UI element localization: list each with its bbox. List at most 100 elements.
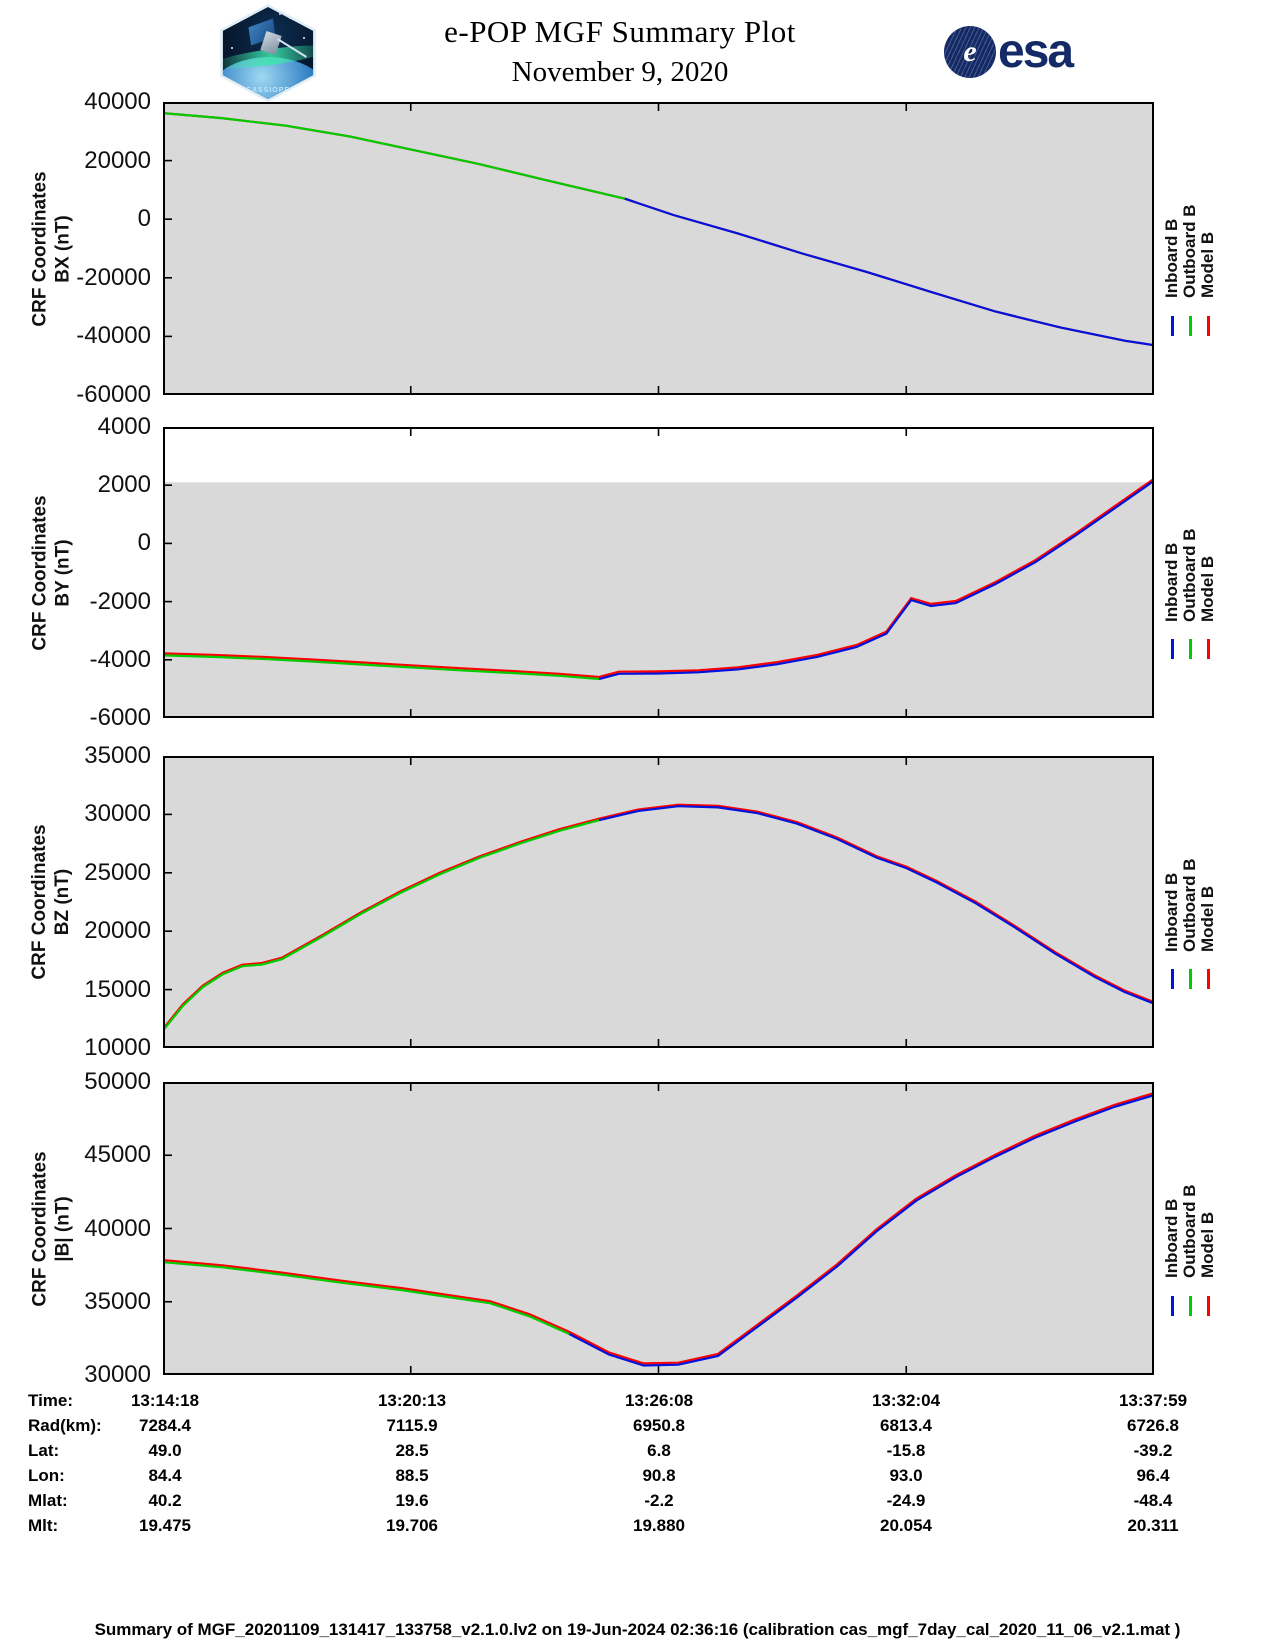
- table-row-label-lon: Lon:: [28, 1465, 65, 1485]
- table-cell-r3-c4: 96.4: [1136, 1465, 1170, 1485]
- legend-swatch-by-2: [1206, 639, 1210, 660]
- table-cell-r4-c0: 40.2: [148, 1490, 182, 1510]
- table-cell-r4-c1: 19.6: [395, 1490, 429, 1510]
- ytick-bz-20000: 20000: [84, 917, 151, 945]
- table-cell-r1-c1: 7115.9: [386, 1415, 438, 1435]
- ytick-bmag-40000: 40000: [84, 1214, 151, 1242]
- legend-label-bmag-2: Model B: [1198, 1211, 1217, 1278]
- table-cell-r0-c0: 13:14:18: [130, 1391, 200, 1410]
- outboard-b-line-by: [163, 654, 600, 681]
- table-cell-r0-c4: 13:37:59: [1118, 1391, 1188, 1410]
- legend-label-bz-0: Inboard B: [1162, 872, 1181, 952]
- patch-mission-name: CASSIOPE: [245, 87, 291, 94]
- ytick-bx-40000: 40000: [84, 88, 151, 115]
- legend-label-bx-0: Inboard B: [1162, 218, 1181, 298]
- legend-label-bmag-1: Outboard B: [1180, 1184, 1199, 1278]
- axis-label-bmag: CRF Coordinates |B| (nT): [29, 1150, 73, 1307]
- legend-swatch-bx-0: [1170, 315, 1174, 336]
- plot-border-by: [163, 427, 1154, 718]
- table-cell-r0-c2: 13:26:08: [624, 1391, 694, 1410]
- outboard-b-line-bz: [163, 819, 600, 1032]
- table-cell-r1-c3: 6813.4: [880, 1415, 932, 1435]
- chart-bx: [163, 102, 1154, 395]
- legend-label-bmag-0: Inboard B: [1162, 1198, 1181, 1278]
- table-cell-r4-c4: -48.4: [1133, 1490, 1173, 1510]
- legend-swatch-bmag-1: [1188, 1295, 1192, 1316]
- table-row-label-radkm: Rad(km):: [28, 1415, 102, 1435]
- table-row-label-mlt: Mlt:: [28, 1515, 59, 1535]
- ytick-by-0: 0: [137, 529, 151, 557]
- esa-e-glyph: e: [963, 34, 977, 68]
- ytick-bmag-45000: 45000: [84, 1141, 151, 1169]
- plot-background-by: [163, 482, 1154, 718]
- legend-swatch-bz-2: [1206, 969, 1210, 990]
- inboard-b-line-bmag: [568, 1094, 1154, 1367]
- legend-label-by-0: Inboard B: [1162, 542, 1181, 623]
- header-title-block: e-POP MGF Summary Plot November 9, 2020: [320, 14, 920, 89]
- table-cell-r2-c4: -39.2: [1133, 1440, 1173, 1460]
- table-cell-r3-c1: 88.5: [395, 1465, 429, 1485]
- ytick-by--4000: -4000: [89, 645, 151, 673]
- model-b-line-bmag: [163, 1092, 1154, 1365]
- cassiope-patch-art: CASSIOPE: [222, 7, 314, 99]
- footer-summary-text: Summary of MGF_20201109_131417_133758_v2…: [94, 1620, 1181, 1639]
- plot-background-bx: [163, 102, 1154, 395]
- legend-swatch-bz-0: [1170, 969, 1174, 990]
- legend-label-bx-2: Model B: [1198, 231, 1217, 298]
- ytick-bx--60000: -60000: [76, 381, 151, 408]
- ytick-by-4000: 4000: [97, 413, 151, 440]
- ytick-bz-25000: 25000: [84, 858, 151, 886]
- table-cell-r4-c2: -2.2: [644, 1490, 674, 1510]
- legend-swatch-bmag-2: [1206, 1295, 1210, 1316]
- ytick-bx-0: 0: [137, 205, 151, 233]
- ytick-bmag-35000: 35000: [84, 1287, 151, 1315]
- legend-label-bx-1: Outboard B: [1180, 204, 1199, 298]
- table-cell-r2-c2: 6.8: [647, 1440, 671, 1460]
- ytick-bmag-30000: 30000: [84, 1361, 151, 1388]
- esa-logo: e esa: [944, 24, 1074, 79]
- legend-label-bz-2: Model B: [1198, 885, 1217, 952]
- plot-border-bx: [163, 102, 1154, 395]
- ytick-bx--20000: -20000: [76, 263, 151, 291]
- table-cell-r3-c2: 90.8: [642, 1465, 676, 1485]
- plot-background-bmag: [163, 1082, 1154, 1375]
- table-row-label-time: Time:: [28, 1391, 74, 1410]
- legend-swatch-bmag-0: [1170, 1295, 1174, 1316]
- ytick-bx--40000: -40000: [76, 322, 151, 350]
- table-cell-r5-c4: 20.311: [1127, 1515, 1179, 1535]
- model-b-line-by: [163, 477, 1154, 679]
- table-cell-r1-c4: 6726.8: [1127, 1415, 1179, 1435]
- ytick-bz-35000: 35000: [84, 742, 151, 769]
- outboard-b-line-bx: [163, 112, 626, 200]
- inboard-b-line-bx: [624, 197, 1154, 347]
- chart-bz: [163, 756, 1154, 1048]
- plot-border-bz: [163, 756, 1154, 1048]
- axis-label-bz: CRF Coordinates BZ (nT): [29, 824, 73, 980]
- inboard-b-line-by: [598, 479, 1154, 681]
- chart-by: [163, 427, 1154, 718]
- legend-swatch-bx-2: [1206, 315, 1210, 336]
- ytick-by-2000: 2000: [97, 471, 151, 499]
- model-b-line-bz: [163, 803, 1154, 1030]
- ytick-bz-10000: 10000: [84, 1034, 151, 1061]
- plot-border-bmag: [163, 1082, 1154, 1375]
- inboard-b-line-bz: [598, 805, 1154, 1005]
- table-row-label-lat: Lat:: [28, 1440, 60, 1460]
- page-title: e-POP MGF Summary Plot: [444, 14, 796, 49]
- table-cell-r2-c1: 28.5: [395, 1440, 429, 1460]
- table-cell-r5-c0: 19.475: [139, 1515, 191, 1535]
- ytick-bmag-50000: 50000: [84, 1068, 151, 1095]
- legend-swatch-bx-1: [1188, 315, 1192, 336]
- table-cell-r5-c1: 19.706: [386, 1515, 438, 1535]
- plot-background-bz: [163, 756, 1154, 1048]
- table-cell-r1-c0: 7284.4: [139, 1415, 191, 1435]
- table-cell-r5-c2: 19.880: [633, 1515, 685, 1535]
- page-date: November 9, 2020: [511, 56, 729, 88]
- esa-wordmark: esa: [998, 25, 1074, 78]
- cassiope-mission-patch-icon: CASSIOPE: [220, 4, 316, 102]
- legend-swatch-bz-1: [1188, 969, 1192, 990]
- table-cell-r2-c3: -15.8: [886, 1440, 926, 1460]
- table-cell-r1-c2: 6950.8: [633, 1415, 685, 1435]
- axis-label-bx: CRF Coordinates BX (nT): [29, 170, 73, 327]
